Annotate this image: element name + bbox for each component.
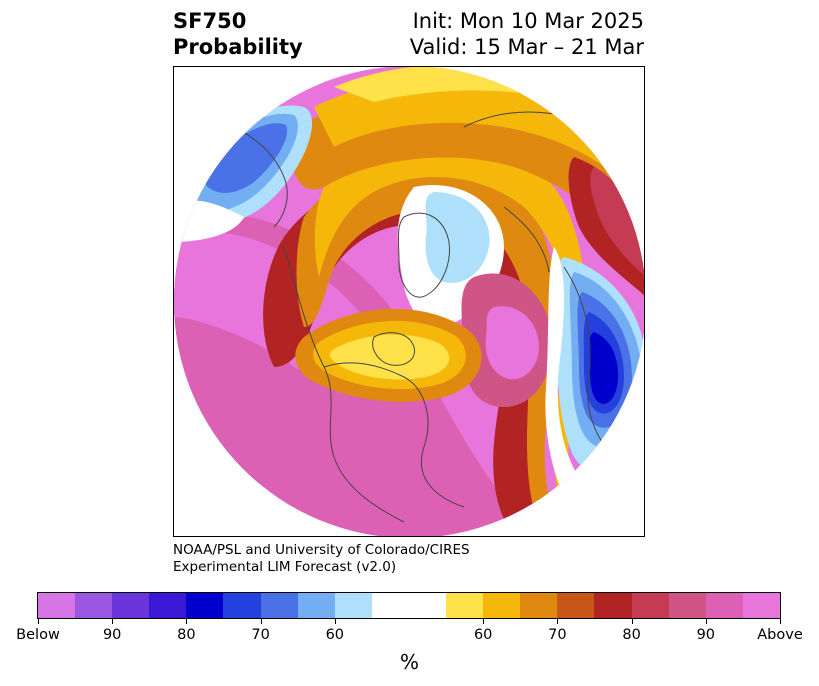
credit-text: NOAA/PSL and University of Colorado/CIRE… — [173, 542, 470, 576]
europe-deep-blue — [589, 332, 619, 404]
colorbar-swatch — [742, 593, 780, 618]
init-date: Init: Mon 10 Mar 2025 — [412, 9, 644, 33]
valid-date-range: Valid: 15 Mar – 21 Mar — [409, 35, 644, 59]
colorbar-tick-mark — [557, 619, 559, 624]
colorbar-tick-mark — [483, 619, 485, 624]
pacific-darker-blue — [204, 123, 288, 193]
probability-map-svg — [174, 67, 644, 536]
colorbar-swatch — [631, 593, 669, 618]
colorbar-swatch — [594, 593, 632, 618]
colorbar-tick-mark — [631, 619, 633, 624]
arctic-light-blue — [425, 192, 490, 283]
colorbar-tick-mark — [186, 619, 188, 624]
colorbar-swatch — [260, 593, 298, 618]
colorbar-tick-label: 80 — [177, 627, 196, 643]
chart-title: SF750 Probability — [173, 8, 303, 60]
colorbar-swatch — [186, 593, 224, 618]
colorbar-tick-label: 80 — [622, 627, 641, 643]
colorbar-tick-mark — [780, 619, 781, 624]
greenland-coast — [397, 212, 450, 298]
canada-paleyellow — [329, 334, 450, 380]
forecast-dates: Init: Mon 10 Mar 2025 Valid: 15 Mar – 21… — [410, 8, 644, 60]
colorbar-tick-mark — [38, 619, 39, 624]
alaska-coast — [233, 126, 288, 228]
title-line-1: SF750 — [173, 9, 247, 33]
colorbar-tick-labels: Below 90 80 70 60 60 70 80 90 Above — [0, 627, 819, 647]
colorbar-swatch — [446, 593, 484, 618]
colorbar-tick-label: 60 — [473, 627, 493, 643]
probability-field — [174, 67, 644, 536]
colorbar — [37, 592, 781, 619]
colorbar-tick-mark — [705, 619, 707, 624]
colorbar-swatch — [223, 593, 261, 618]
colorbar-tick-label: 90 — [696, 627, 716, 643]
colorbar-swatch — [297, 593, 335, 618]
colorbar-tick-mark — [334, 619, 336, 624]
colorbar-tick-mark — [112, 619, 114, 624]
credit-line-2: Experimental LIM Forecast (v2.0) — [173, 559, 397, 575]
colorbar-swatch — [38, 593, 76, 618]
coastlines — [233, 111, 640, 523]
north-america-coast — [283, 246, 465, 523]
central-magenta-core — [485, 306, 539, 380]
atlantic-neutral — [545, 247, 644, 536]
colorbar-swatch — [705, 593, 743, 618]
colorbar-tick-label: Above — [757, 627, 803, 643]
credit-line-1: NOAA/PSL and University of Colorado/CIRE… — [173, 542, 470, 558]
colorbar-tick-label: 60 — [325, 627, 345, 643]
colorbar-unit: % — [399, 650, 419, 674]
colorbar-tick-label: 90 — [102, 627, 122, 643]
colorbar-tick-label: 70 — [251, 627, 270, 643]
title-line-2: Probability — [173, 35, 303, 59]
colorbar-swatch — [557, 593, 595, 618]
hudson-bay-coast — [372, 332, 415, 366]
colorbar-swatch — [334, 593, 372, 618]
colorbar-swatch — [149, 593, 187, 618]
colorbar-swatch — [668, 593, 706, 618]
colorbar-swatch — [112, 593, 150, 618]
colorbar-swatch — [520, 593, 558, 618]
colorbar-tick-label: Below — [16, 627, 60, 643]
colorbar-swatch — [483, 593, 521, 618]
colorbar-tick-label: 70 — [548, 627, 567, 643]
colorbar-swatch — [75, 593, 113, 618]
colorbar-tick-mark — [260, 619, 262, 624]
east-asia-magenta — [590, 167, 644, 277]
colorbar-swatch — [371, 593, 447, 618]
polar-map — [173, 66, 645, 537]
